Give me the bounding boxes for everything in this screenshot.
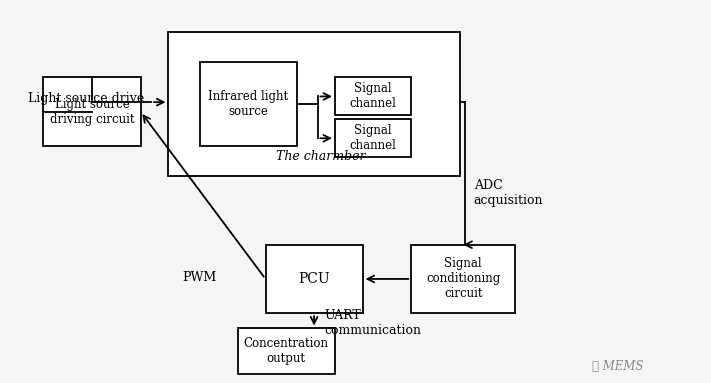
FancyBboxPatch shape — [169, 32, 460, 176]
Text: The charmber: The charmber — [277, 150, 365, 163]
FancyBboxPatch shape — [237, 328, 335, 374]
Text: Signal
channel: Signal channel — [350, 82, 397, 110]
Text: Light source
driving circuit: Light source driving circuit — [50, 98, 134, 126]
Text: Infrared light
source: Infrared light source — [208, 90, 288, 118]
Text: Light source drive: Light source drive — [28, 92, 144, 105]
Text: Signal
conditioning
circuit: Signal conditioning circuit — [426, 257, 501, 300]
Text: PCU: PCU — [299, 272, 330, 286]
FancyBboxPatch shape — [335, 119, 411, 157]
Text: ADC
acquisition: ADC acquisition — [474, 179, 543, 208]
FancyBboxPatch shape — [265, 245, 363, 313]
FancyBboxPatch shape — [43, 77, 141, 146]
FancyBboxPatch shape — [411, 245, 515, 313]
Text: PWM: PWM — [183, 270, 217, 283]
FancyBboxPatch shape — [200, 62, 296, 146]
Text: ✿ MEMS: ✿ MEMS — [592, 360, 643, 373]
Text: UART
communication: UART communication — [324, 309, 422, 337]
Text: Concentration
output: Concentration output — [244, 337, 328, 365]
FancyBboxPatch shape — [335, 77, 411, 115]
Text: Signal
channel: Signal channel — [350, 124, 397, 152]
